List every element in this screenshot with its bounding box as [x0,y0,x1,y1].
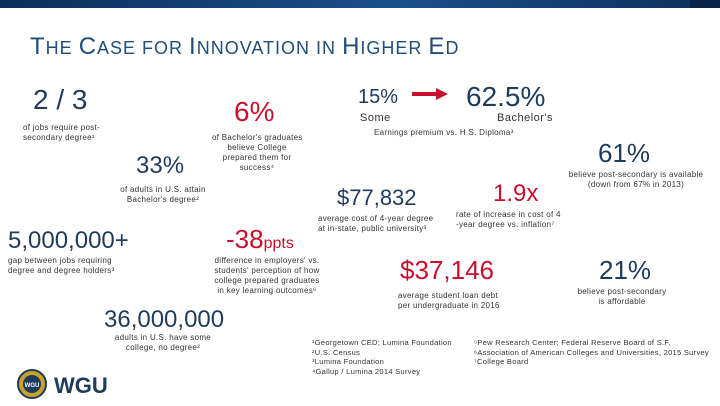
earnings-premium-caption: Earnings premium vs. H.S. Diploma³ [374,128,514,137]
stat-thirty-three-value: 33% [136,152,185,179]
stat-avg-cost-caption: average cost of 4-year degree at in-state… [318,214,434,233]
stat-two-thirds-caption: of jobs require post-secondary degree¹ [23,123,101,142]
footnotes-left: ¹Georgetown CED; Lumina Foundation ²U.S. … [312,338,452,376]
footnotes-right: ⁵Pew Research Center; Federal Reserve Bo… [474,338,710,366]
stat-bachelors-label: Bachelor's [497,112,554,124]
stat-rate-increase-value: 1.9x [493,180,539,207]
stat-twenty-one-caption: believe post-secondary is affordable [577,287,667,306]
page-title: THE CASE FOR INNOVATION IN HIGHER ED [30,33,460,60]
stat-five-million-caption: gap between jobs requiring degree and deg… [8,256,115,275]
wgu-logo-text: WGU [54,373,108,398]
top-accent-bar [0,0,720,8]
stat-loan-debt-caption: average student loan debt per undergradua… [398,291,500,310]
stat-five-million-value: 5,000,000+ [8,227,129,254]
stat-bachelors-value: 62.5% [466,81,546,112]
top-accent-corner [690,0,720,8]
stat-thirty-six-million-value: 36,000,000 [104,306,225,333]
stat-six-percent-value: 6% [234,96,275,127]
wgu-logo: WGU WGU [12,367,122,406]
stat-some-label: Some [360,112,391,124]
stat-six-percent-caption: of Bachelor's graduates believe College pr… [212,133,303,172]
stat-two-thirds-value: 2 / 3 [33,84,88,115]
stat-minus-38-value: -38ppts [226,224,294,254]
stat-avg-cost-value: $77,832 [337,185,417,210]
stat-some-value: 15% [358,86,399,108]
stat-sixty-one-caption: believe post-secondary is available (down… [568,170,704,189]
stat-loan-debt-value: $37,146 [400,255,494,285]
stat-thirty-six-million-caption: adults in U.S. have some college, no degr… [114,333,212,352]
stat-rate-increase-caption: rate of increase in cost of 4 -year degre… [456,210,561,229]
arrow-right-icon [412,88,448,100]
stat-thirty-three-caption: of adults in U.S. attain Bachelor's degre… [120,185,206,204]
stat-twenty-one-value: 21% [599,255,652,285]
svg-text:WGU: WGU [25,383,40,389]
stat-sixty-one-value: 61% [598,138,651,168]
wgu-seal-icon: WGU WGU [17,369,108,399]
stat-minus-38-caption: difference in employers' vs. students' pe… [214,256,320,295]
